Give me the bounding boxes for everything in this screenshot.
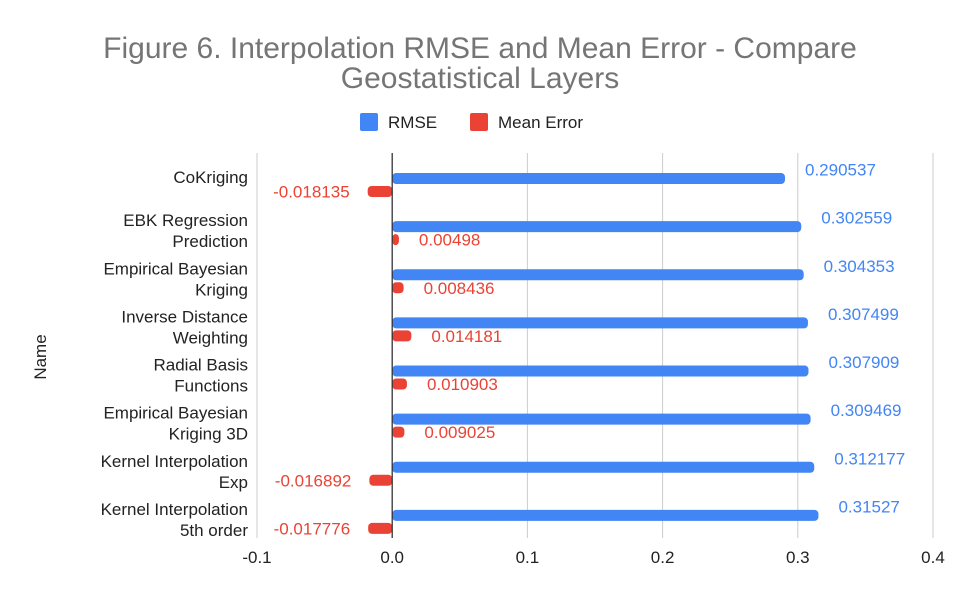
data-label-mean-error: -0.018135 [273, 183, 350, 202]
bar-mean-error [392, 330, 412, 342]
data-labels: 0.290537 0.302559 0.304353 0.307499 0.307909… [273, 161, 905, 539]
category-labels: CoKriging EBK Regression Prediction Empiric… [101, 168, 249, 540]
data-label-mean-error: 0.010903 [427, 375, 498, 394]
bar-mean-error [369, 474, 393, 486]
category-label: Inverse Distance Weighting [121, 307, 248, 347]
gridlines [256, 153, 934, 538]
bar-mean-error [392, 234, 399, 246]
category-label: Empirical Bayesian Kriging 3D [103, 404, 248, 444]
bar-rmse [392, 317, 808, 329]
bar-rmse [392, 269, 804, 281]
legend-label-rmse: RMSE [388, 113, 437, 132]
data-label-rmse: 0.302559 [821, 209, 892, 228]
data-label-rmse: 0.31527 [838, 497, 899, 516]
bar-rmse [392, 365, 809, 377]
data-label-mean-error: 0.014181 [431, 327, 502, 346]
y-axis-title: Name [31, 334, 50, 379]
legend-label-mean-error: Mean Error [498, 113, 583, 132]
bar-rmse [392, 221, 802, 233]
data-label-mean-error: 0.008436 [424, 279, 495, 298]
bar-rmse [392, 413, 811, 425]
category-label: EBK Regression Prediction [123, 211, 248, 251]
legend: RMSE Mean Error [360, 113, 583, 132]
chart-title: Figure 6. Interpolation RMSE and Mean Er… [103, 32, 857, 95]
x-tick-label: 0.3 [786, 548, 810, 567]
category-label: Kernel Interpolation Exp [101, 452, 248, 492]
bars [367, 173, 819, 534]
data-label-rmse: 0.304353 [824, 257, 895, 276]
chart-title-line-2: Geostatistical Layers [341, 62, 619, 95]
category-label-line: Kernel Interpolation [101, 452, 248, 471]
category-label: CoKriging [173, 168, 248, 187]
category-label-line: 5th order [180, 521, 248, 540]
category-label-line: Kernel Interpolation [101, 500, 248, 519]
bar-mean-error [367, 186, 393, 197]
category-label-line: Empirical Bayesian [103, 259, 248, 278]
bar-mean-error [392, 426, 405, 438]
data-label-rmse: 0.290537 [805, 161, 876, 180]
bar-rmse [392, 173, 786, 184]
data-label-mean-error: -0.017776 [274, 519, 351, 538]
category-label: Empirical Bayesian Kriging [103, 259, 248, 299]
category-label-line: Empirical Bayesian [103, 404, 248, 423]
x-tick-label: 0.2 [651, 548, 675, 567]
x-tick-label: -0.1 [242, 548, 271, 567]
bar-mean-error [392, 282, 404, 294]
category-label-line: Inverse Distance [121, 307, 248, 326]
bar-rmse [392, 509, 819, 521]
legend-swatch-rmse [360, 113, 378, 131]
data-label-mean-error: 0.00498 [419, 231, 480, 250]
category-label-line: Exp [219, 473, 248, 492]
category-label-line: EBK Regression [123, 211, 248, 230]
data-label-rmse: 0.309469 [831, 401, 902, 420]
category-label-line: Prediction [172, 232, 248, 251]
category-label-line: Weighting [173, 328, 248, 347]
bar-mean-error [368, 522, 393, 534]
data-label-rmse: 0.307909 [828, 353, 899, 372]
data-label-rmse: 0.312177 [834, 449, 905, 468]
bar-rmse [392, 461, 815, 473]
data-label-mean-error: -0.016892 [275, 471, 352, 490]
category-label-line: Functions [174, 377, 248, 396]
x-tick-label: 0.1 [516, 548, 540, 567]
chart-title-line-1: Figure 6. Interpolation RMSE and Mean Er… [103, 32, 857, 65]
data-label-rmse: 0.307499 [828, 305, 899, 324]
data-label-mean-error: 0.009025 [424, 423, 495, 442]
x-tick-labels: -0.1 0.0 0.1 0.2 0.3 0.4 [242, 548, 944, 567]
category-label-line: Kriging [195, 280, 248, 299]
category-label-line: Radial Basis [154, 356, 249, 375]
bar-mean-error [392, 378, 407, 390]
legend-swatch-mean-error [470, 113, 488, 131]
category-label: Kernel Interpolation 5th order [101, 500, 249, 540]
x-tick-label: 0.4 [921, 548, 945, 567]
x-tick-label: 0.0 [380, 548, 404, 567]
category-label-line: CoKriging [173, 168, 248, 187]
category-label: Radial Basis Functions [154, 356, 249, 396]
category-label-line: Kriging 3D [169, 425, 248, 444]
